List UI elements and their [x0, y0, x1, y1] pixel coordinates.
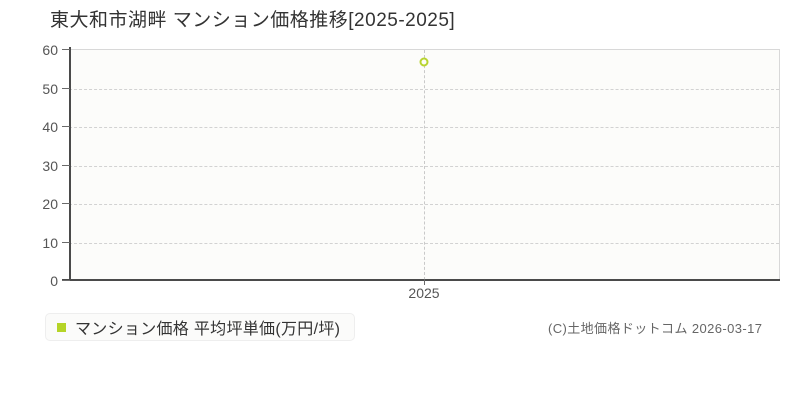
y-axis-label-60: 60 — [42, 42, 58, 58]
y-tick-20 — [62, 203, 70, 204]
data-point-2025[interactable] — [419, 57, 429, 66]
y-axis-label-20: 20 — [42, 196, 58, 212]
y-tick-0 — [62, 280, 70, 281]
legend-swatch-icon — [57, 322, 66, 332]
y-tick-30 — [62, 164, 70, 166]
y-axis-label-10: 10 — [42, 234, 58, 251]
x-tick-2025 — [424, 279, 425, 285]
legend[interactable]: マンション価格 平均坪単価(万円/坪) — [45, 313, 356, 341]
x-axis-line — [62, 279, 780, 281]
y-axis-line — [69, 47, 71, 281]
y-tick-50 — [62, 87, 70, 89]
plot-inner — [69, 50, 779, 280]
y-tick-40 — [62, 126, 70, 127]
gridline-2025 — [424, 50, 425, 280]
y-axis-label-30: 30 — [42, 157, 58, 174]
y-tick-60 — [62, 49, 70, 50]
y-tick-10 — [62, 241, 70, 243]
page-title: 東大和市湖畔 マンション価格推移[2025-2025] — [50, 10, 456, 31]
copyright-text: (C)土地価格ドットコム 2026-03-17 — [548, 321, 763, 336]
legend-item-label: マンション価格 平均坪単価(万円/坪) — [75, 321, 341, 338]
x-axis-label-2025: 2025 — [408, 285, 440, 301]
y-axis-label-40: 40 — [42, 119, 58, 135]
plot-area — [69, 49, 780, 280]
y-axis-label-0: 0 — [50, 273, 58, 289]
y-axis-label-50: 50 — [42, 80, 58, 97]
